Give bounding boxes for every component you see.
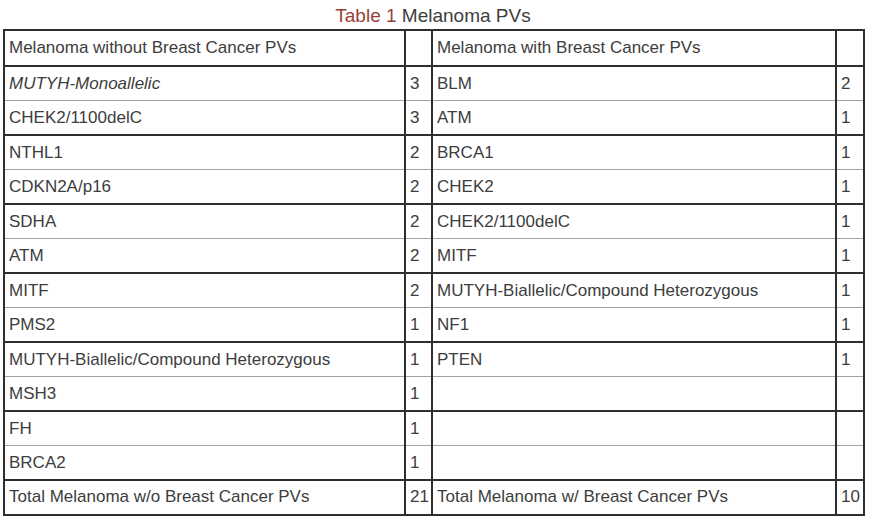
- right-gene-cell: MUTYH-Biallelic/Compound Heterozygous: [432, 273, 836, 308]
- left-count-header: [405, 30, 432, 66]
- right-count-cell: 2: [836, 66, 864, 101]
- right-count-cell: 1: [836, 204, 864, 239]
- melanoma-pv-table: Melanoma without Breast Cancer PVs Melan…: [3, 29, 865, 516]
- right-gene-cell: BRCA1: [432, 135, 836, 170]
- left-count-cell: 1: [405, 446, 432, 481]
- left-count-cell: 1: [405, 411, 432, 446]
- left-section-header: Melanoma without Breast Cancer PVs: [4, 30, 405, 66]
- left-gene-cell: FH: [4, 411, 405, 446]
- left-count-cell: 2: [405, 170, 432, 205]
- right-count-cell: 1: [836, 101, 864, 136]
- left-gene-cell: MITF: [4, 273, 405, 308]
- left-gene-cell: NTHL1: [4, 135, 405, 170]
- right-count-cell: [836, 411, 864, 446]
- right-count-cell: 1: [836, 308, 864, 343]
- left-count-cell: 1: [405, 308, 432, 343]
- right-count-header: [836, 30, 864, 66]
- table-row: CHEK2/1100delC 3 ATM 1: [4, 101, 864, 136]
- left-count-cell: 2: [405, 135, 432, 170]
- left-gene-cell: CHEK2/1100delC: [4, 101, 405, 136]
- right-section-header: Melanoma with Breast Cancer PVs: [432, 30, 836, 66]
- right-gene-cell: Total Melanoma w/ Breast Cancer PVs: [432, 480, 836, 515]
- right-count-cell: 10: [836, 480, 864, 515]
- right-gene-cell: [432, 446, 836, 481]
- left-count-cell: 3: [405, 66, 432, 101]
- table-caption-title: Melanoma PVs: [402, 5, 531, 26]
- right-gene-cell: BLM: [432, 66, 836, 101]
- left-gene-cell: MUTYH-Biallelic/Compound Heterozygous: [4, 342, 405, 377]
- table-row: MUTYH-Biallelic/Compound Heterozygous 1 …: [4, 342, 864, 377]
- right-gene-cell: PTEN: [432, 342, 836, 377]
- left-count-cell: 2: [405, 239, 432, 274]
- left-gene-cell: BRCA2: [4, 446, 405, 481]
- table-row: FH 1: [4, 411, 864, 446]
- table-row: CDKN2A/p16 2 CHEK2 1: [4, 170, 864, 205]
- left-count-cell: 2: [405, 273, 432, 308]
- right-count-cell: 1: [836, 273, 864, 308]
- right-gene-cell: NF1: [432, 308, 836, 343]
- left-gene-cell: MUTYH-Monoallelic: [4, 66, 405, 101]
- right-gene-cell: [432, 411, 836, 446]
- right-count-cell: [836, 446, 864, 481]
- right-count-cell: 1: [836, 135, 864, 170]
- right-gene-cell: [432, 377, 836, 412]
- left-gene-cell: Total Melanoma w/o Breast Cancer PVs: [4, 480, 405, 515]
- right-gene-cell: CHEK2: [432, 170, 836, 205]
- right-count-cell: 1: [836, 239, 864, 274]
- left-count-cell: 1: [405, 342, 432, 377]
- left-gene-cell: MSH3: [4, 377, 405, 412]
- left-gene-cell: PMS2: [4, 308, 405, 343]
- header-row: Melanoma without Breast Cancer PVs Melan…: [4, 30, 864, 66]
- left-gene-cell: CDKN2A/p16: [4, 170, 405, 205]
- table-row: MITF 2 MUTYH-Biallelic/Compound Heterozy…: [4, 273, 864, 308]
- total-row: Total Melanoma w/o Breast Cancer PVs 21 …: [4, 480, 864, 515]
- table-row: NTHL1 2 BRCA1 1: [4, 135, 864, 170]
- right-gene-cell: CHEK2/1100delC: [432, 204, 836, 239]
- table-caption: Table 1 Melanoma PVs: [3, 3, 863, 29]
- table-row: ATM 2 MITF 1: [4, 239, 864, 274]
- table-row: SDHA 2 CHEK2/1100delC 1: [4, 204, 864, 239]
- table-row: MUTYH-Monoallelic 3 BLM 2: [4, 66, 864, 101]
- left-count-cell: 3: [405, 101, 432, 136]
- left-count-cell: 21: [405, 480, 432, 515]
- table-row: MSH3 1: [4, 377, 864, 412]
- right-gene-cell: MITF: [432, 239, 836, 274]
- right-gene-cell: ATM: [432, 101, 836, 136]
- left-count-cell: 1: [405, 377, 432, 412]
- left-gene-cell: ATM: [4, 239, 405, 274]
- table-row: BRCA2 1: [4, 446, 864, 481]
- right-count-cell: 1: [836, 170, 864, 205]
- right-count-cell: 1: [836, 342, 864, 377]
- left-count-cell: 2: [405, 204, 432, 239]
- table-row: PMS2 1 NF1 1: [4, 308, 864, 343]
- table-caption-label: Table 1: [335, 5, 396, 26]
- right-count-cell: [836, 377, 864, 412]
- left-gene-cell: SDHA: [4, 204, 405, 239]
